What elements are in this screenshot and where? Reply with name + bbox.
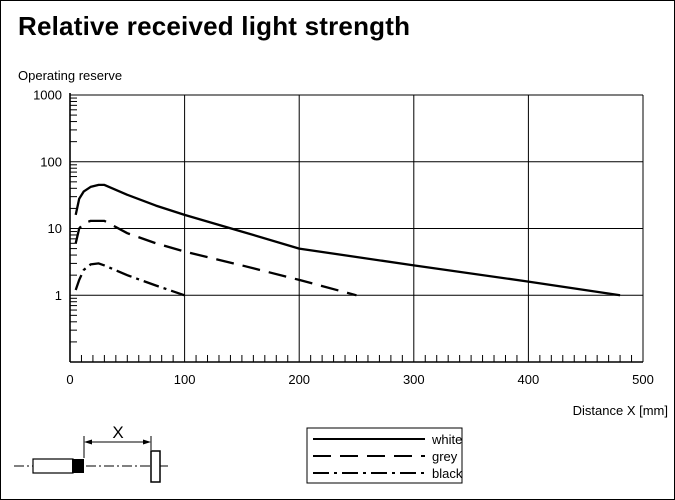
- y-tick-label: 100: [40, 154, 62, 169]
- minor-tick-marks: [70, 97, 633, 362]
- legend-box: [306, 427, 463, 484]
- series-lines: [74, 183, 621, 297]
- legend: white grey black: [306, 427, 463, 484]
- x-tick-label: 500: [632, 372, 654, 387]
- dimension-arrow-right: [143, 439, 151, 445]
- legend-label-white: white: [431, 432, 462, 447]
- target-object: [150, 450, 161, 483]
- series-line-white: [74, 183, 621, 297]
- axes: [69, 93, 644, 363]
- tick-labels: 1 10 100 1000 0 100 200 300 400 500: [33, 88, 654, 388]
- series-line-grey: [74, 219, 357, 297]
- sensor-body: [32, 458, 74, 474]
- y-axis-label: Operating reserve: [18, 68, 122, 83]
- x-tick-label: 300: [403, 372, 425, 387]
- legend-label-black: black: [432, 466, 463, 481]
- x-tick-label: 0: [66, 372, 73, 387]
- chart-title: Relative received light strength: [18, 11, 411, 41]
- grid-lines: [70, 94, 644, 362]
- y-tick-label: 10: [48, 221, 62, 236]
- x-tick-label: 100: [174, 372, 196, 387]
- x-axis-label: Distance X [mm]: [573, 403, 668, 418]
- legend-label-grey: grey: [432, 449, 458, 464]
- x-tick-label: 400: [518, 372, 540, 387]
- series-line-black: [74, 262, 185, 297]
- sensor-lens: [72, 459, 84, 473]
- y-tick-label: 1000: [33, 88, 62, 103]
- sensor-diagram: X: [14, 423, 170, 483]
- y-tick-label: 1: [55, 288, 62, 303]
- distance-x-label: X: [112, 423, 123, 442]
- x-tick-label: 200: [288, 372, 310, 387]
- dimension-arrow-left: [84, 439, 92, 445]
